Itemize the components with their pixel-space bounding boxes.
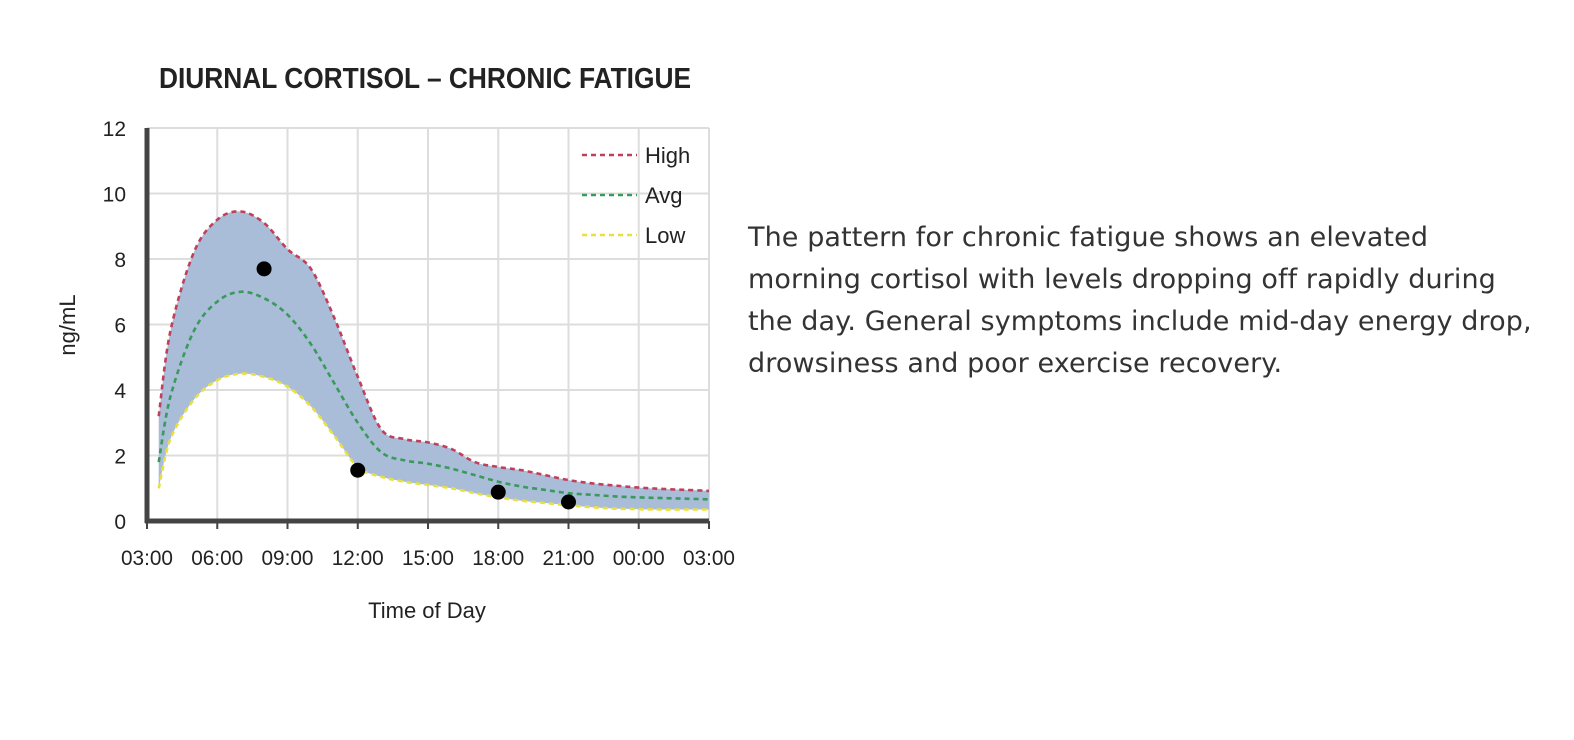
y-tick-labels: 0 2 4 6 8 10 12 bbox=[103, 118, 127, 534]
y-tick-label: 10 bbox=[103, 184, 126, 207]
x-tick-label: 03:00 bbox=[121, 547, 173, 570]
legend-label-high: High bbox=[645, 143, 690, 168]
y-tick-label: 2 bbox=[114, 446, 126, 469]
legend-label-low: Low bbox=[645, 223, 685, 248]
chart-title: DIURNAL CORTISOL – CHRONIC FATIGUE bbox=[159, 63, 691, 95]
x-tick-label: 06:00 bbox=[191, 547, 243, 570]
data-point bbox=[256, 261, 272, 277]
cortisol-chart: 0 2 4 6 8 10 12 03:00 06:00 09:00 12:00 15:00 18:00… bbox=[55, 63, 735, 623]
series-line-high bbox=[157, 210, 710, 493]
y-tick-label: 6 bbox=[114, 315, 126, 338]
x-tick-label: 09:00 bbox=[262, 547, 314, 570]
chart-grid bbox=[146, 127, 710, 522]
x-tick-label: 03:00 bbox=[683, 547, 735, 570]
chart-description: The pattern for chronic fatigue shows an… bbox=[748, 222, 1532, 379]
x-tick-label: 12:00 bbox=[332, 547, 384, 570]
x-tick-labels: 03:00 06:00 09:00 12:00 15:00 18:00 21:00 00:00… bbox=[121, 547, 735, 570]
range-band-area bbox=[158, 211, 709, 510]
data-point bbox=[561, 494, 576, 510]
series-line-low bbox=[157, 372, 709, 511]
x-tick-label: 18:00 bbox=[472, 547, 524, 570]
y-tick-label: 12 bbox=[103, 118, 126, 141]
y-tick-label: 8 bbox=[114, 249, 126, 272]
series-lines bbox=[157, 210, 710, 511]
chart-legend: High Avg Low bbox=[582, 143, 690, 248]
x-tick-label: 00:00 bbox=[613, 547, 665, 570]
y-tick-label: 0 bbox=[114, 511, 126, 534]
x-axis-label: Time of Day bbox=[368, 598, 486, 623]
data-point bbox=[490, 484, 506, 500]
chart-axes bbox=[144, 128, 710, 529]
legend-label-avg: Avg bbox=[645, 183, 683, 208]
series-line-avg bbox=[157, 290, 710, 501]
x-tick-label: 21:00 bbox=[543, 547, 595, 570]
y-axis-label: ng/mL bbox=[55, 294, 80, 355]
y-tick-label: 4 bbox=[114, 380, 126, 403]
x-tick-label: 15:00 bbox=[402, 547, 454, 570]
data-points bbox=[256, 261, 576, 510]
data-point bbox=[350, 462, 366, 478]
